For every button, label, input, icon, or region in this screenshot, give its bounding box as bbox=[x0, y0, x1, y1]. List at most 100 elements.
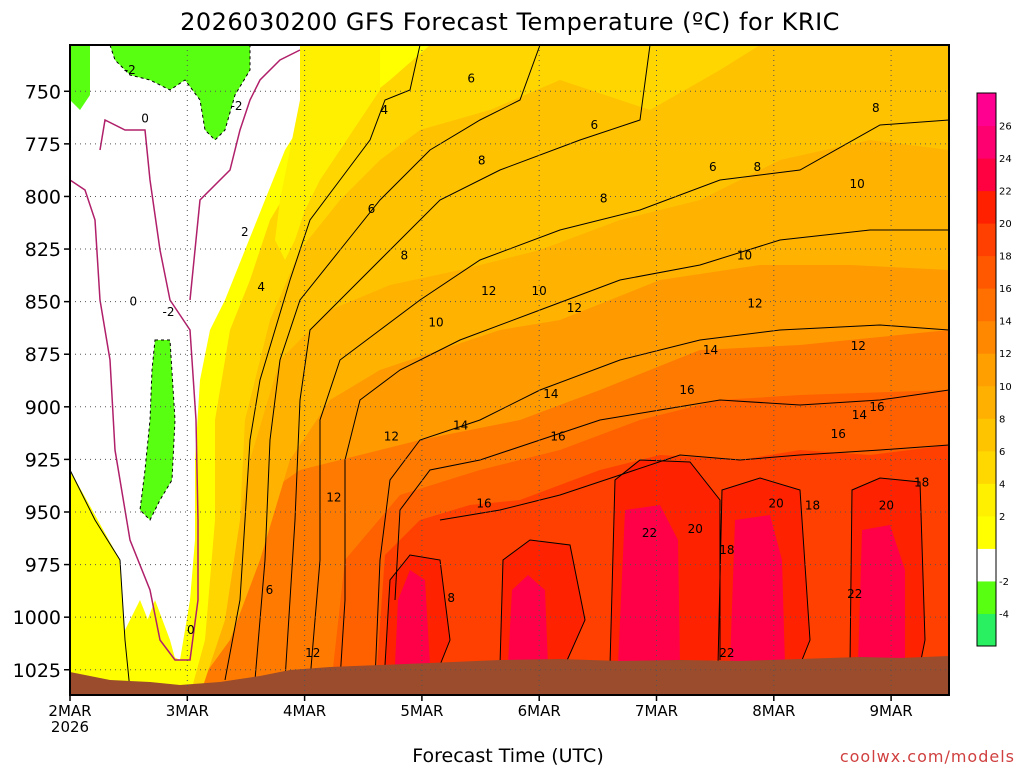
contour-label: 16 bbox=[869, 400, 884, 414]
x-tick-label: 5MAR bbox=[400, 702, 443, 720]
band-neg-mid bbox=[140, 340, 175, 520]
colorbar-swatch bbox=[977, 515, 996, 549]
colorbar-tick-label: 20 bbox=[999, 219, 1012, 230]
y-tick-label: 850 bbox=[25, 292, 61, 314]
y-tick-label: 950 bbox=[25, 502, 61, 524]
colorbar-swatch bbox=[977, 190, 996, 224]
band-neg-left bbox=[70, 45, 90, 110]
colorbar-tick-label: 14 bbox=[999, 317, 1012, 328]
y-tick-label: 900 bbox=[25, 397, 61, 419]
contour-label: 16 bbox=[831, 427, 846, 441]
contour-label: -2 bbox=[124, 63, 136, 77]
contour-label: 8 bbox=[478, 154, 486, 168]
contour-lines bbox=[70, 45, 949, 691]
contour-label: 18 bbox=[914, 476, 929, 490]
band-22-24-d bbox=[730, 515, 785, 665]
terrain-surface bbox=[70, 656, 949, 695]
y-axis: 750 775 800 825 850 875 900 925 950 975 1000 1025 bbox=[13, 81, 70, 682]
y-tick-label: 825 bbox=[25, 239, 61, 261]
contour-label: 0 bbox=[130, 295, 138, 309]
band-22-24-a bbox=[395, 570, 430, 665]
contour-label: 12 bbox=[851, 339, 866, 353]
colorbar-tick-label: 10 bbox=[999, 382, 1012, 393]
contour-label: 14 bbox=[453, 419, 468, 433]
contour-label: 0 bbox=[141, 112, 149, 126]
band-22-24-b bbox=[508, 575, 548, 665]
y-tick-label: 750 bbox=[25, 81, 61, 103]
band-yellow-bottom bbox=[130, 600, 185, 695]
contour-label: 22 bbox=[642, 526, 657, 540]
grid-lines bbox=[70, 45, 949, 695]
contour-label: 18 bbox=[805, 499, 820, 513]
colorbar-swatch bbox=[977, 483, 996, 517]
contour-label: 10 bbox=[737, 248, 752, 262]
contour-label: 6 bbox=[467, 72, 475, 86]
colorbar-swatch bbox=[977, 580, 996, 614]
y-tick-label: 875 bbox=[25, 344, 61, 366]
colorbar-tick-label: 8 bbox=[999, 414, 1005, 425]
colorbar-swatch bbox=[977, 385, 996, 419]
contour-label: 8 bbox=[872, 101, 880, 115]
credit-text: coolwx.com/models bbox=[840, 747, 1015, 766]
band-ylw-upper bbox=[275, 45, 380, 260]
x-tick-label: 2MAR bbox=[48, 702, 91, 720]
colorbar-tick-label: 24 bbox=[999, 154, 1012, 165]
colorbar-swatch bbox=[977, 613, 996, 647]
y-tick-label: 800 bbox=[25, 186, 61, 208]
colorbar-swatch bbox=[977, 255, 996, 289]
y-tick-label: 975 bbox=[25, 555, 61, 577]
colorbar-tick-label: -4 bbox=[999, 609, 1009, 620]
contour-label: 10 bbox=[532, 284, 547, 298]
contour-label: 16 bbox=[679, 383, 694, 397]
x-tick-label: 6MAR bbox=[518, 702, 561, 720]
band-22-24-c bbox=[618, 505, 680, 665]
negative-contours bbox=[109, 45, 251, 521]
colorbar-swatch bbox=[977, 158, 996, 192]
x-axis-label: Forecast Time (UTC) bbox=[412, 745, 603, 767]
colorbar-swatch bbox=[977, 288, 996, 322]
contour-label: 20 bbox=[769, 497, 784, 511]
contour-label: 12 bbox=[305, 646, 320, 660]
contour-label: 12 bbox=[481, 284, 496, 298]
x-tick-label: 7MAR bbox=[635, 702, 678, 720]
contour-label: 22 bbox=[847, 587, 862, 601]
colorbar-swatch bbox=[977, 353, 996, 387]
contour-label: -2 bbox=[231, 99, 243, 113]
contour-label: 16 bbox=[476, 497, 491, 511]
x-tick-sublabel: 2026 bbox=[51, 718, 89, 736]
contour-label: 20 bbox=[688, 522, 703, 536]
x-tick-label: 3MAR bbox=[166, 702, 209, 720]
contour-label: 14 bbox=[852, 408, 867, 422]
colorbar-tick-label: 26 bbox=[999, 122, 1012, 133]
contour-label: 4 bbox=[381, 103, 389, 117]
contour-label: 6 bbox=[591, 118, 599, 132]
contour-label: 8 bbox=[447, 591, 455, 605]
x-tick-label: 4MAR bbox=[283, 702, 326, 720]
colorbar-tick-label: 12 bbox=[999, 349, 1012, 360]
contour-label: 4 bbox=[257, 280, 265, 294]
y-tick-label: 775 bbox=[25, 134, 61, 156]
colorbar-tick-label: 4 bbox=[999, 479, 1005, 490]
contour-label: 14 bbox=[543, 387, 558, 401]
colorbar-tick-label: 22 bbox=[999, 187, 1012, 198]
x-tick-label: 8MAR bbox=[752, 702, 795, 720]
y-tick-label: 1025 bbox=[13, 660, 61, 682]
contour-label: 8 bbox=[400, 248, 408, 262]
band-neg-upper bbox=[110, 45, 250, 140]
contour-label: 12 bbox=[326, 490, 341, 504]
contour-label: 14 bbox=[703, 343, 718, 357]
y-tick-label: 1000 bbox=[13, 607, 61, 629]
colorbar-frame bbox=[976, 92, 997, 647]
colorbar-swatch bbox=[977, 93, 996, 127]
contour-label: 8 bbox=[600, 192, 608, 206]
colorbar-swatch bbox=[977, 320, 996, 354]
colorbar-tick-label: 2 bbox=[999, 512, 1005, 523]
band-yellow-left bbox=[70, 470, 130, 695]
contour-label: 12 bbox=[747, 297, 762, 311]
contour-label: 0 bbox=[187, 623, 195, 637]
plot-frame bbox=[69, 44, 950, 696]
colorbar-tick-label: 18 bbox=[999, 252, 1012, 263]
